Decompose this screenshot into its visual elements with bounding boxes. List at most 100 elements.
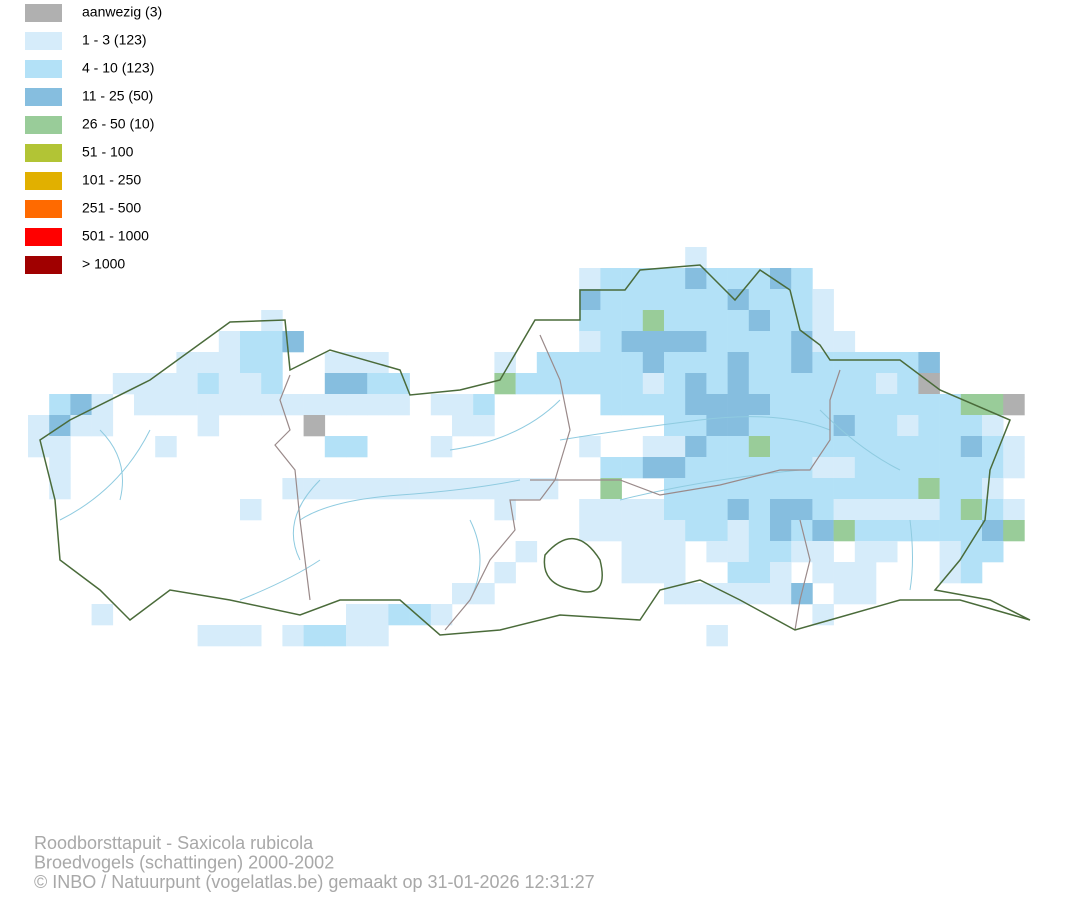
grid-cells — [28, 247, 1025, 647]
grid-cell — [960, 520, 983, 542]
grid-cell — [515, 373, 538, 395]
grid-cell — [833, 352, 856, 374]
grid-cell — [536, 352, 559, 374]
grid-cell — [854, 436, 877, 458]
grid-cell — [960, 415, 983, 437]
grid-cell — [664, 394, 686, 416]
grid-cell — [346, 478, 368, 500]
grid-cell — [939, 478, 962, 500]
grid-cell — [833, 499, 856, 521]
grid-cell — [28, 436, 50, 458]
grid-cell — [176, 373, 198, 395]
grid-cell — [346, 604, 368, 626]
legend-swatch — [25, 4, 62, 22]
grid-cell — [897, 520, 919, 542]
grid-cell — [473, 478, 495, 500]
grid-cell — [748, 289, 771, 311]
grid-cell — [494, 562, 516, 584]
grid-cell — [91, 415, 114, 437]
grid-cell — [748, 331, 771, 353]
legend-label: 51 - 100 — [82, 144, 134, 160]
grid-cell — [812, 394, 834, 416]
grid-cell — [1003, 436, 1025, 458]
grid-cell — [600, 394, 622, 416]
grid-cell — [770, 436, 792, 458]
grid-cell — [791, 541, 813, 563]
grid-cell — [452, 415, 474, 437]
grid-cell — [706, 394, 728, 416]
grid-cell — [897, 352, 919, 374]
legend: aanwezig (3) 1 - 3 (123) 4 - 10 (123) 11 - … — [25, 4, 162, 274]
river — [59, 399, 913, 601]
grid-cell — [727, 583, 750, 605]
grid-cell — [261, 352, 283, 374]
grid-cell — [282, 331, 304, 353]
grid-cell — [1003, 457, 1025, 479]
legend-swatch — [25, 116, 62, 134]
grid-cell — [282, 478, 304, 500]
grid-cell — [748, 457, 771, 479]
grid-cell — [324, 373, 347, 395]
grid-cell — [388, 394, 410, 416]
grid-cell — [939, 499, 962, 521]
grid-cell — [897, 478, 919, 500]
grid-cell — [409, 478, 432, 500]
grid-cell — [685, 268, 707, 290]
grid-cell — [324, 625, 347, 647]
grid-cell — [727, 394, 750, 416]
grid-cell — [642, 541, 665, 563]
grid-cell — [282, 625, 304, 647]
grid-cell — [876, 394, 898, 416]
grid-cell — [960, 499, 983, 521]
grid-cell — [812, 310, 834, 332]
grid-cell — [642, 310, 665, 332]
grid-cell — [1003, 499, 1025, 521]
grid-cell — [854, 520, 877, 542]
grid-cell — [854, 478, 877, 500]
grid-cell — [770, 289, 792, 311]
grid-cell — [600, 478, 622, 500]
grid-cell — [791, 499, 813, 521]
grid-cell — [791, 520, 813, 542]
grid-cell — [918, 520, 940, 542]
grid-cell — [876, 436, 898, 458]
grid-cell — [685, 373, 707, 395]
grid-cell — [473, 394, 495, 416]
grid-cell — [706, 289, 728, 311]
grid-cell — [982, 457, 1004, 479]
grid-cell — [706, 478, 728, 500]
grid-cell — [727, 268, 750, 290]
grid-cell — [134, 394, 156, 416]
grid-cell — [770, 520, 792, 542]
grid-cell — [430, 478, 453, 500]
grid-cell — [982, 499, 1004, 521]
grid-cell — [664, 268, 686, 290]
grid-cell — [812, 373, 834, 395]
grid-cell — [727, 331, 750, 353]
grid-cell — [727, 352, 750, 374]
grid-cell — [727, 415, 750, 437]
grid-cell — [664, 373, 686, 395]
grid-cell — [918, 457, 940, 479]
grid-cell — [706, 352, 728, 374]
grid-cell — [791, 394, 813, 416]
grid-cell — [218, 625, 241, 647]
grid-cell — [600, 268, 622, 290]
legend-label: 101 - 250 — [82, 172, 141, 188]
grid-cell — [367, 604, 389, 626]
grid-cell — [854, 457, 877, 479]
grid-cell — [770, 310, 792, 332]
grid-cell — [939, 415, 962, 437]
grid-cell — [960, 478, 983, 500]
grid-cell — [197, 373, 220, 395]
grid-cell — [897, 373, 919, 395]
grid-cell — [748, 394, 771, 416]
grid-cell — [388, 604, 410, 626]
grid-cell — [833, 436, 856, 458]
grid-cell — [324, 352, 347, 374]
grid-cell — [727, 520, 750, 542]
grid-cell — [833, 583, 856, 605]
grid-cell — [494, 373, 516, 395]
grid-cell — [812, 478, 834, 500]
grid-cell — [409, 604, 432, 626]
